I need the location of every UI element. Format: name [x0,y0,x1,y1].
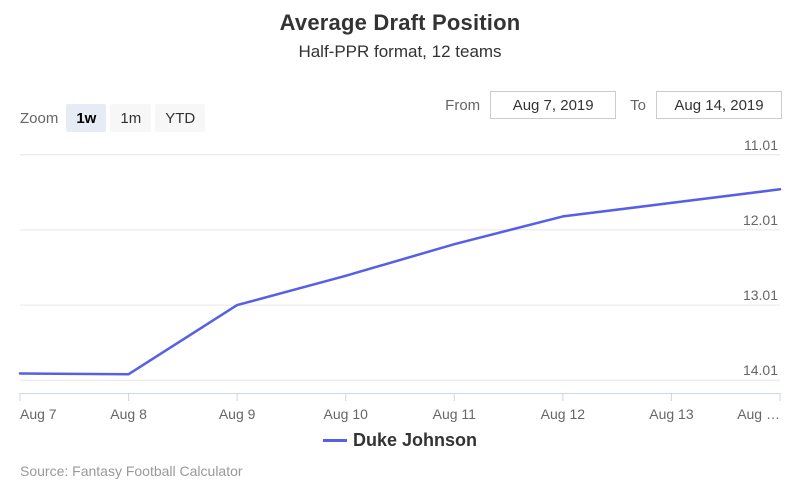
x-tick-label: Aug 9 [219,406,256,422]
zoom-1w-button[interactable]: 1w [66,104,107,132]
zoom-1m-button[interactable]: 1m [110,104,152,132]
from-date-input[interactable] [490,91,617,119]
data-point [670,201,673,205]
x-tick-label: Aug 8 [110,406,147,422]
x-tick-label: Aug 7 [20,406,57,422]
zoom-controls: Zoom 1w 1m YTD [20,104,209,132]
data-point [235,303,239,307]
to-label: To [630,96,646,114]
data-point [127,373,130,376]
y-tick-label: 12.01 [743,212,778,228]
x-tick-label: Aug 10 [324,406,369,422]
data-point [453,242,456,246]
x-tick-label: Aug 11 [433,406,477,422]
chart-subtitle: Half-PPR format, 12 teams [298,42,502,61]
grid-lines [20,154,780,381]
data-point [344,274,347,277]
zoom-label: Zoom [20,109,59,127]
x-tick-label: Aug … [737,406,780,422]
y-tick-label: 13.01 [743,287,778,303]
chart-title: Average Draft Position [279,10,521,35]
y-axis-ticks: 11.01 12.01 13.01 14.01 [743,137,778,378]
x-tick-label: Aug 13 [649,406,694,422]
to-date-input[interactable] [656,91,782,119]
from-label: From [445,96,481,114]
data-point [561,215,565,218]
y-tick-label: 11.01 [744,137,778,153]
data-point [778,188,782,191]
legend-item-duke-johnson[interactable]: Duke Johnson [352,430,477,450]
y-tick-label: 14.01 [743,362,778,378]
source-credit[interactable]: Source: Fantasy Football Calculator [20,463,243,479]
legend-swatch [322,439,347,442]
x-tick-label: Aug 12 [541,406,586,422]
x-axis: Aug 7 Aug 8 Aug 9 Aug 10 Aug 11 Aug 12 Aug 13 A… [19,393,781,422]
data-point [18,372,22,375]
date-range-selector: From To [445,91,782,119]
series-layer [18,188,782,376]
legend[interactable]: Duke Johnson [0,430,800,451]
zoom-ytd-button[interactable]: YTD [155,104,206,132]
series-line-duke-johnson [18,188,782,376]
